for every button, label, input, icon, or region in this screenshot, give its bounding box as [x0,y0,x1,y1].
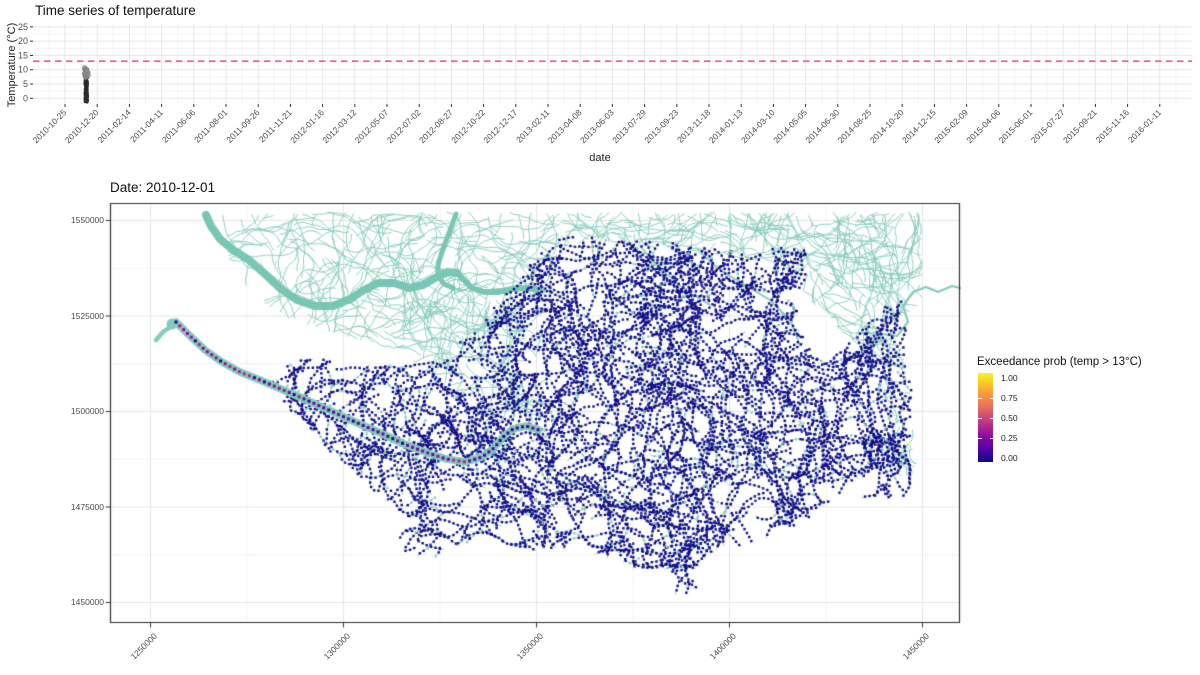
legend-tick-label: 0.50 [1001,412,1018,423]
map-y-tick-label: 1500000 [70,406,104,416]
ts-x-tick-label: 2011-09-26 [224,107,262,145]
timeseries-x-axis-label: date [589,152,611,164]
ts-x-tick-label: 2011-02-14 [95,107,133,145]
ts-x-tick-label: 2016-01-11 [1126,107,1164,145]
ts-x-tick-label: 2011-08-01 [192,107,230,145]
ts-y-tick-label: 20 [18,36,28,46]
ts-x-tick-label: 2015-11-16 [1094,107,1132,145]
ts-x-tick-label: 2015-09-21 [1061,107,1099,145]
map-y-tick-label: 1450000 [70,597,104,607]
timeseries-plot: 05101520252010-10-252010-12-202011-02-14… [18,22,1192,145]
map-y-tick-label: 1550000 [70,215,104,225]
legend-tick-mark [989,417,993,419]
ts-y-tick-label: 5 [23,79,28,89]
ts-y-tick-label: 15 [18,50,28,60]
legend-title: Exceedance prob (temp > 13°C) [977,356,1142,368]
ts-x-tick-label: 2010-12-20 [63,107,101,145]
legend-colorbar [978,373,993,462]
legend-tick-mark [989,397,993,399]
map-y-tick-label: 1475000 [70,501,104,512]
map-y-tick-label: 1525000 [70,310,104,321]
ts-y-tick-label: 0 [23,93,28,103]
legend-tick-label: 0.25 [1001,432,1018,443]
legend-tick-mark [978,397,982,399]
ts-x-tick-label: 2012-12-17 [481,107,519,145]
timeseries-y-axis-label: Temperature (°C) [6,22,18,108]
exceedance-legend: Exceedance prob (temp > 13°C) 1.00 0.75 0.… [977,356,1199,463]
ts-x-tick-label: 2011-06-06 [160,107,198,145]
legend-tick-label: 1.00 [1001,372,1018,383]
legend-tick-label: 0.00 [1001,452,1018,463]
legend-tick-mark [978,417,982,419]
legend-tick-label: 0.75 [1001,392,1018,403]
ts-y-tick-label: 25 [18,22,28,32]
ts-x-tick-label: 2013-09-23 [642,107,680,145]
legend-tick-mark [989,437,993,439]
map-title: Date: 2010-12-01 [110,180,216,195]
ts-y-tick-label: 10 [18,65,28,75]
timeseries-title: Time series of temperature [35,3,196,18]
legend-tick-mark [978,437,982,439]
